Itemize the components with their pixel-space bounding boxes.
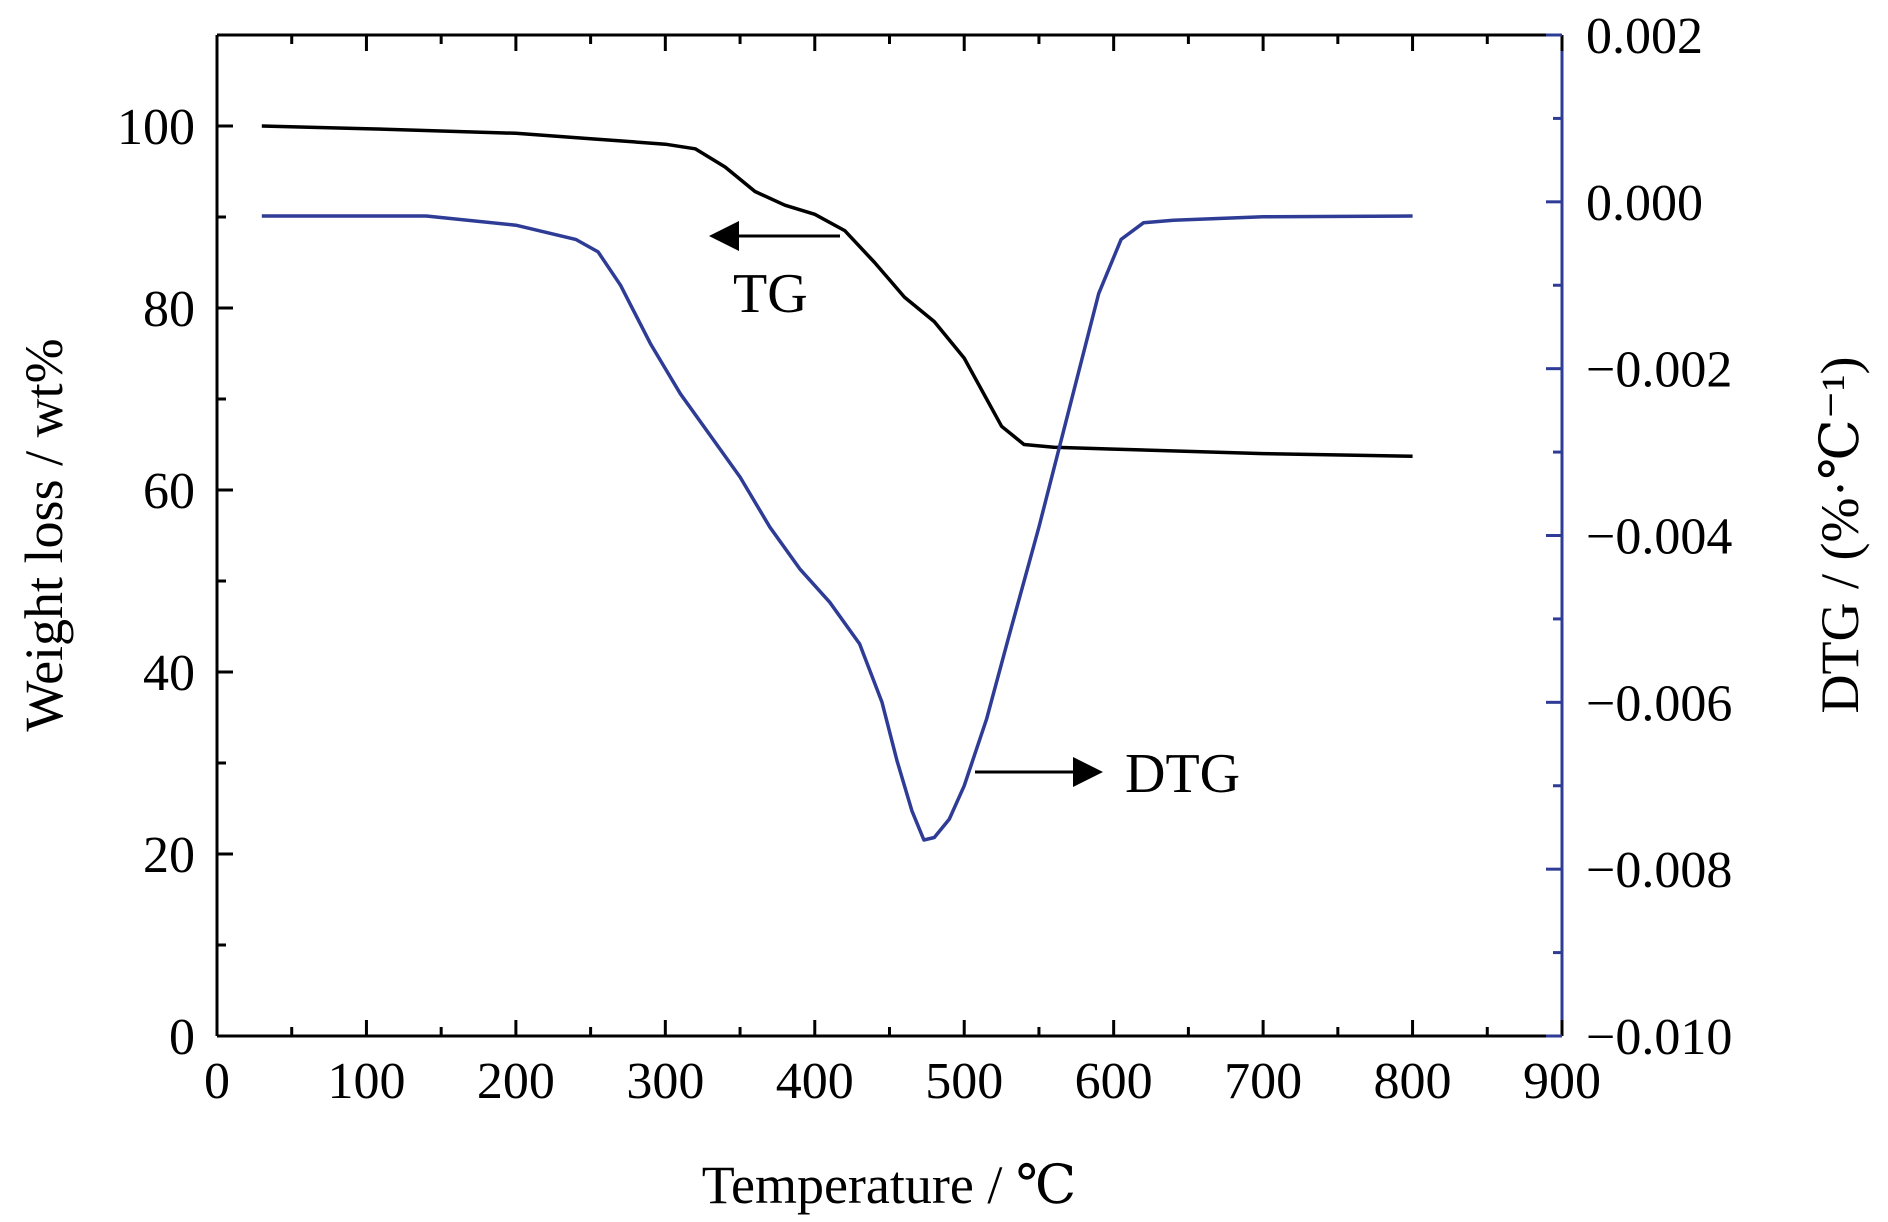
- x-tick-label: 300: [626, 1053, 704, 1110]
- x-tick-label: 200: [477, 1053, 555, 1110]
- y-right-tick-label: 0.000: [1586, 175, 1703, 232]
- y-left-tick-label: 80: [143, 281, 195, 338]
- y-left-tick-label: 20: [143, 827, 195, 884]
- tg-series-line: [261, 124, 1413, 459]
- tg-annotation-label: TG: [733, 263, 808, 325]
- y-right-tick-label: 0.002: [1586, 8, 1703, 65]
- y-right-tick-label: −0.004: [1586, 509, 1732, 566]
- dtg-series-line: [261, 214, 1413, 842]
- y-right-tick-label: −0.010: [1586, 1009, 1732, 1066]
- x-tick-label: 800: [1374, 1053, 1452, 1110]
- y-left-tick-label: 40: [143, 645, 195, 702]
- y-right-tick-label: −0.006: [1586, 675, 1732, 732]
- x-tick-label: 400: [776, 1053, 854, 1110]
- y-left-axis-title: Weight loss / wt%: [14, 338, 74, 731]
- y-right-axis-title: DTG / (%·℃⁻¹): [1810, 356, 1870, 713]
- x-tick-label: 0: [204, 1053, 230, 1110]
- y-left-tick-label: 60: [143, 463, 195, 520]
- dtg-annotation-label: DTG: [1125, 743, 1240, 805]
- x-tick-label: 600: [1075, 1053, 1153, 1110]
- y-right-tick-label: −0.008: [1586, 842, 1732, 899]
- x-tick-label: 100: [327, 1053, 405, 1110]
- x-tick-label: 500: [925, 1053, 1003, 1110]
- x-tick-label: 700: [1224, 1053, 1302, 1110]
- x-axis-title: Temperature / ℃: [702, 1155, 1076, 1215]
- y-left-tick-label: 0: [169, 1009, 195, 1066]
- y-left-tick-label: 100: [117, 99, 195, 156]
- y-right-tick-label: −0.002: [1586, 342, 1732, 399]
- x-tick-label: 900: [1523, 1053, 1601, 1110]
